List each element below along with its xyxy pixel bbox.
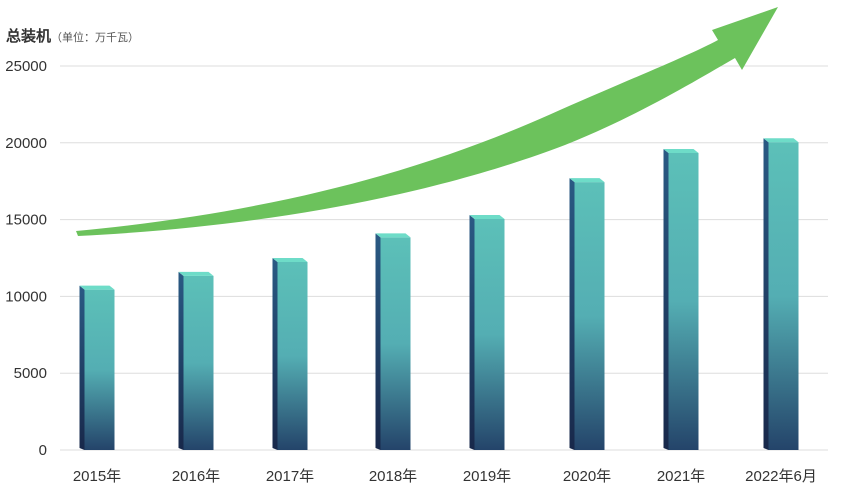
bar xyxy=(183,275,214,450)
x-tick-label: 2018年 xyxy=(369,468,417,485)
bar-group xyxy=(375,233,411,450)
x-tick-label: 2021年 xyxy=(657,468,705,485)
bar-side xyxy=(469,214,475,450)
bar-cap xyxy=(663,148,699,153)
axis-layer: 0 5000 10000 15000 20000 25000 2015年 2016年 2017年… xyxy=(5,58,817,485)
bar-side xyxy=(178,271,184,450)
bar-cap xyxy=(178,271,214,276)
y-tick-label: 15000 xyxy=(5,212,47,229)
bar xyxy=(84,289,115,450)
bar-side xyxy=(375,233,381,450)
x-tick-label: 2022年6月 xyxy=(745,468,817,485)
y-tick-label: 20000 xyxy=(5,135,47,152)
x-tick-label: 2015年 xyxy=(73,468,121,485)
bar-side xyxy=(272,258,278,450)
x-tick-label: 2016年 xyxy=(172,468,220,485)
chart-title: 总装机（单位：万千瓦） xyxy=(6,25,139,46)
bar-cap xyxy=(79,285,115,290)
y-tick-label: 25000 xyxy=(5,58,47,75)
bar xyxy=(768,142,799,450)
bar xyxy=(668,152,699,450)
bar-cap xyxy=(763,138,799,143)
x-tick-label: 2019年 xyxy=(463,468,511,485)
x-tick-label: 2020年 xyxy=(563,468,611,485)
bar-group xyxy=(178,271,214,450)
bar-group xyxy=(272,258,308,450)
grid-layer xyxy=(60,65,828,451)
x-tick-label: 2017年 xyxy=(266,468,314,485)
bar xyxy=(277,262,308,450)
y-tick-label: 10000 xyxy=(5,288,47,305)
bar-group xyxy=(763,138,799,450)
bars-layer xyxy=(79,138,799,451)
bar-side xyxy=(763,138,769,450)
bar-cap xyxy=(272,258,308,262)
bar-group xyxy=(663,148,699,450)
bar-cap xyxy=(375,233,411,238)
bar xyxy=(474,218,505,450)
bar xyxy=(574,182,605,451)
bar-side xyxy=(569,178,575,451)
bar-cap xyxy=(469,214,505,219)
bar xyxy=(380,237,411,450)
chart-unit-label: （单位：万千瓦） xyxy=(51,31,140,44)
y-tick-label: 0 xyxy=(39,442,47,459)
bar-group xyxy=(569,178,605,451)
bar-group xyxy=(79,285,115,450)
chart-title-text: 总装机 xyxy=(6,27,52,45)
y-tick-label: 5000 xyxy=(14,365,47,382)
bar-group xyxy=(469,214,505,450)
bar-cap xyxy=(569,178,605,183)
bar-side xyxy=(79,285,85,450)
bar-side xyxy=(663,148,669,450)
